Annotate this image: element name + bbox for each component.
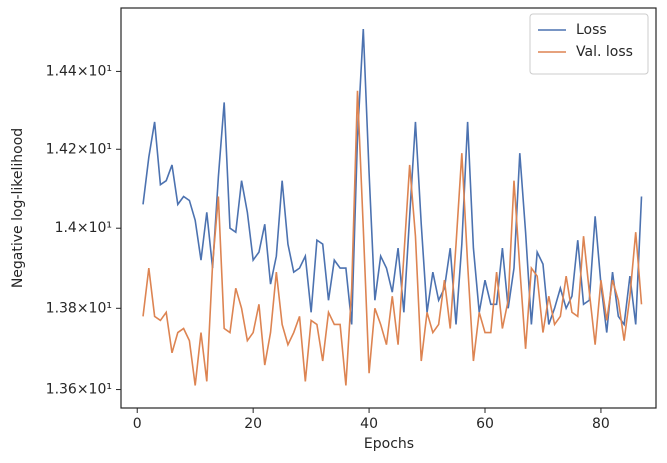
plot-frame xyxy=(120,7,657,409)
line xyxy=(142,29,643,333)
y-tick-label: 1.42×10¹ xyxy=(46,141,112,157)
x-tick-label: 0 xyxy=(133,416,142,432)
y-tick-label: 1.4×10¹ xyxy=(55,220,112,236)
x-tick-label: 40 xyxy=(360,416,378,432)
legend-box xyxy=(529,13,649,75)
y-tick-label: 1.36×10¹ xyxy=(46,382,112,398)
x-tick-label: 60 xyxy=(476,416,494,432)
y-tick-label: 1.44×10¹ xyxy=(46,63,112,79)
x-tick-label: 20 xyxy=(244,416,262,432)
x-tick-label: 80 xyxy=(592,416,610,432)
legend-label: Val. loss xyxy=(576,44,633,60)
y-tick-label: 1.38×10¹ xyxy=(46,300,112,316)
legend: Loss Val. loss xyxy=(529,13,649,75)
line xyxy=(142,90,643,386)
legend-label: Loss xyxy=(576,22,607,38)
x-axis-label: Epochs xyxy=(364,436,414,452)
y-axis-label: Negative log-likelihood xyxy=(10,128,26,288)
